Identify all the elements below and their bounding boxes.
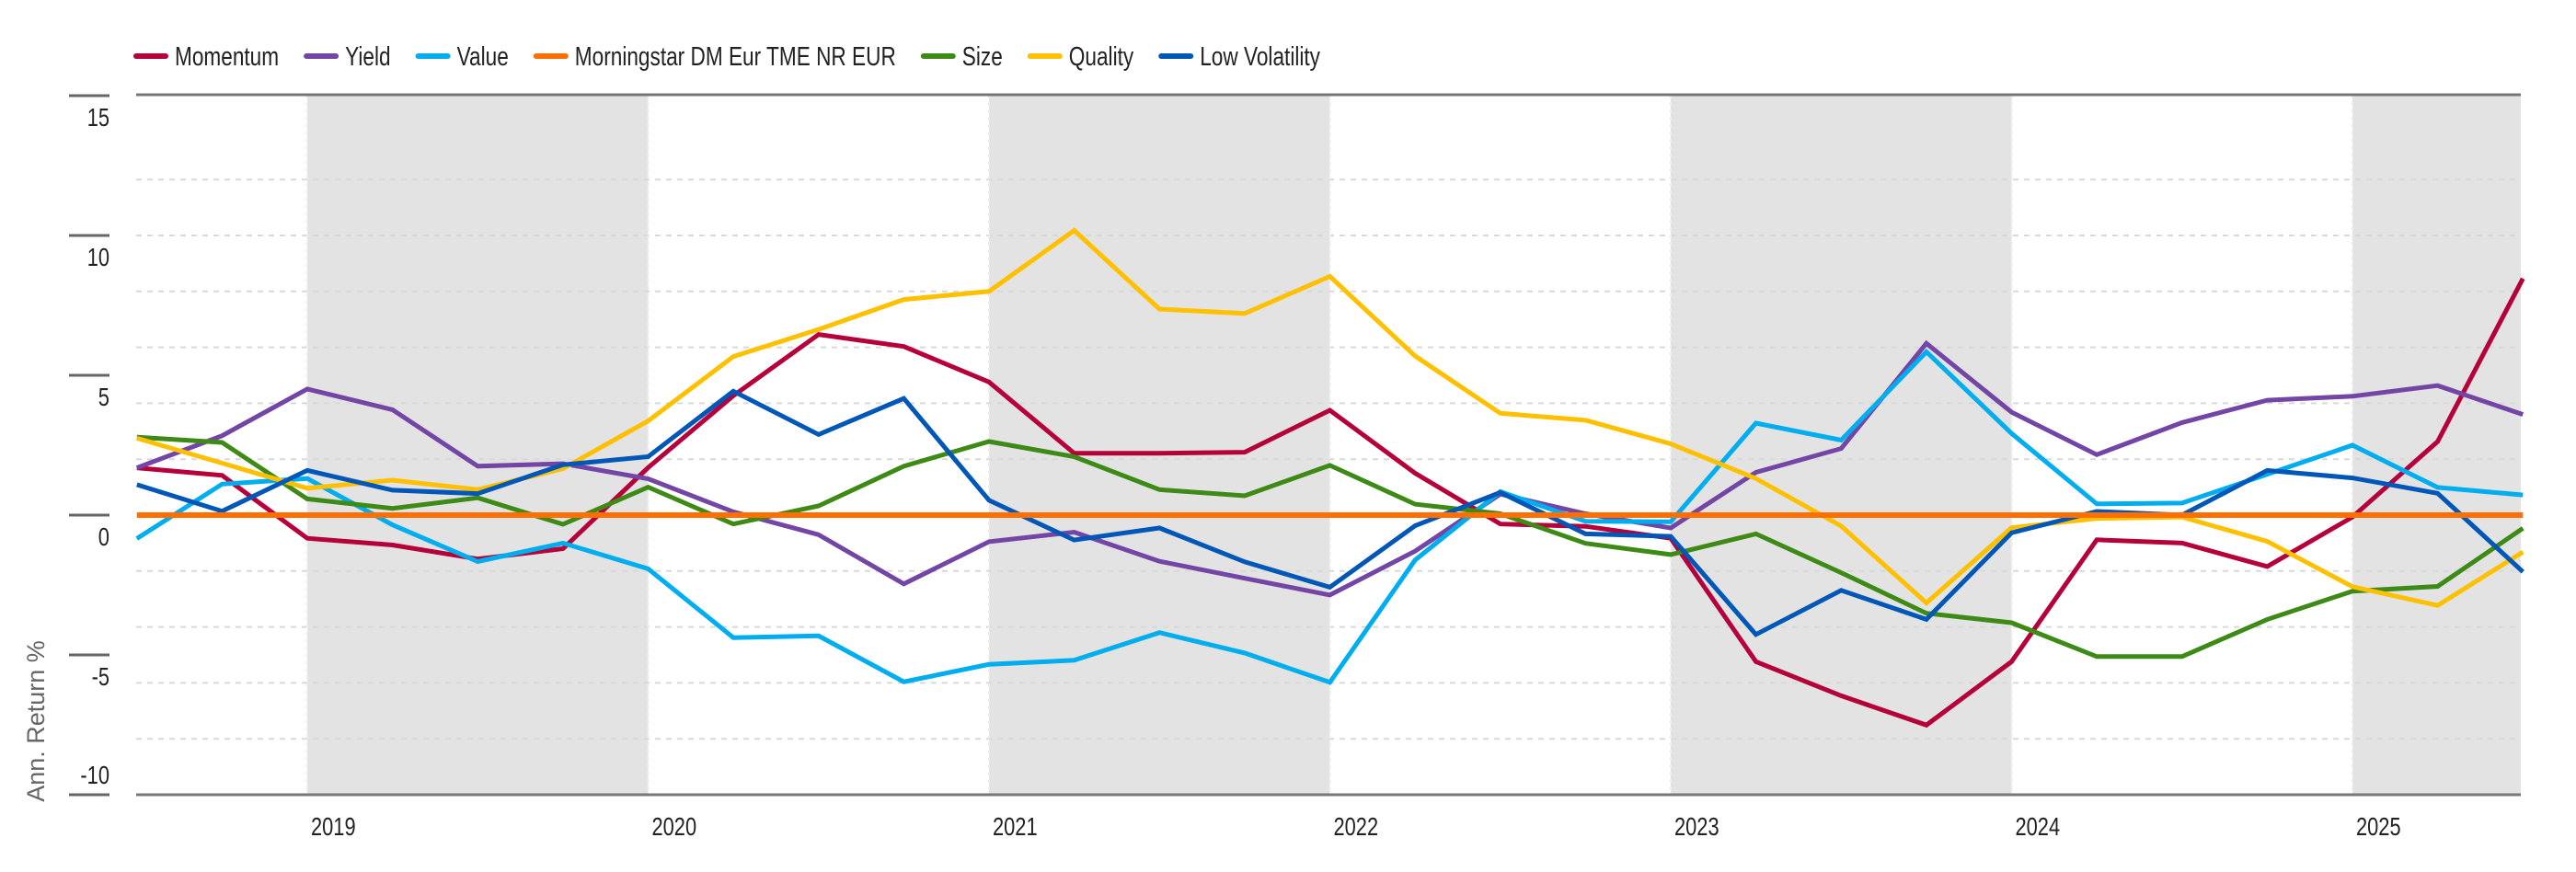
x-tick-label: 2023 — [1674, 812, 1719, 841]
y-tick-label: 0 — [98, 522, 109, 551]
x-axis-ticks: 2019 2020 2021 2022 2023 2024 2025 — [311, 812, 2401, 841]
legend-label: Size — [962, 42, 1003, 72]
legend-label: Value — [457, 42, 509, 72]
y-tick-label: 5 — [98, 383, 109, 411]
legend-label: Momentum — [175, 42, 279, 72]
series-line-momentum — [136, 277, 2525, 729]
y-tick-label: -5 — [92, 662, 109, 691]
legend-item: Yield — [304, 42, 391, 72]
series-line-yield — [135, 339, 2524, 598]
y-tick-label: 10 — [87, 243, 109, 271]
legend-label: Low Volatility — [1200, 42, 1320, 72]
year-shading-bands — [307, 95, 2521, 795]
legend-item: Quality — [1027, 42, 1134, 72]
shaded-band-2023 — [1671, 95, 2012, 795]
series-lines — [135, 227, 2525, 729]
x-tick-label: 2019 — [311, 812, 356, 841]
legend: Momentum Yield Value Morningstar DM Eur TME… — [133, 42, 1320, 72]
legend-item: Value — [415, 42, 509, 72]
x-tick-label: 2021 — [993, 812, 1038, 841]
x-tick-label: 2025 — [2356, 812, 2401, 841]
x-tick-label: 2024 — [2016, 812, 2061, 841]
x-tick-label: 2022 — [1334, 812, 1379, 841]
legend-item: Morningstar DM Eur TME NR EUR — [533, 42, 896, 72]
y-tick-label: -10 — [80, 761, 109, 789]
legend-item: Size — [920, 42, 1003, 72]
shaded-band-2021 — [989, 95, 1330, 795]
legend-label: Quality — [1069, 42, 1134, 72]
y-tick-label: 15 — [87, 103, 109, 132]
legend-label: Morningstar DM Eur TME NR EUR — [575, 42, 896, 72]
series-line-value — [135, 348, 2524, 685]
x-tick-label: 2020 — [652, 812, 697, 841]
y-axis-ticks: 15 10 5 0 -5 -10 — [69, 94, 109, 797]
gridlines — [136, 95, 2521, 795]
legend-item: Low Volatility — [1158, 42, 1320, 72]
axes — [136, 93, 2521, 797]
shaded-band-2019 — [307, 95, 649, 795]
legend-item: Momentum — [133, 42, 279, 72]
y-axis-title: Ann. Return % — [22, 640, 50, 802]
legend-label: Yield — [345, 42, 391, 72]
